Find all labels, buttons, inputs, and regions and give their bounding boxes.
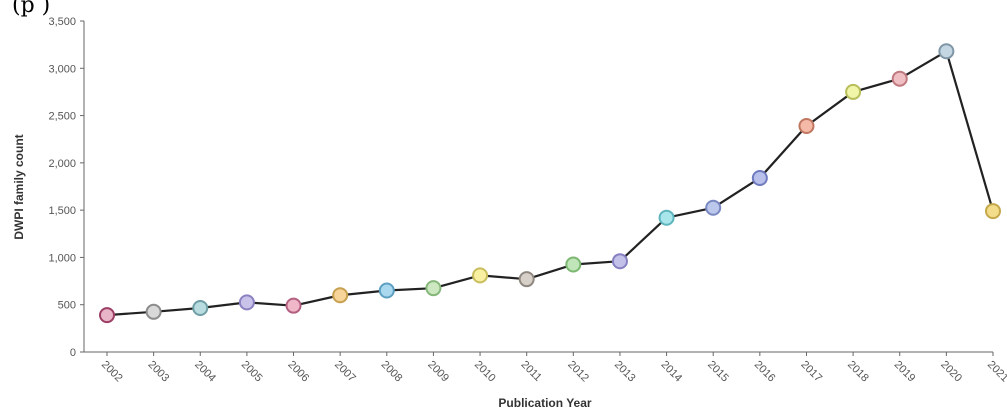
x-tick-label: 2008 [379, 359, 405, 385]
x-tick-label: 2002 [99, 359, 125, 385]
x-tick-label: 2021 [985, 359, 1007, 385]
y-axis: 0 500 1,000 1,500 2,000 2,500 3,000 3,500 [48, 16, 85, 359]
y-tick-label: 500 [58, 300, 76, 312]
x-tick-label: 2007 [332, 359, 358, 385]
data-point[interactable] [658, 209, 675, 226]
y-tick-label: 0 [70, 347, 76, 359]
page-header-fragment: (p ) [12, 0, 50, 18]
data-point[interactable] [378, 282, 395, 299]
x-tick-label: 2015 [705, 359, 731, 385]
x-tick-label: 2009 [425, 359, 451, 385]
x-tick-label: 2013 [612, 359, 638, 385]
x-axis: 2002 2003 2004 2005 2006 2007 2008 2009 2010 2011… [84, 351, 1007, 385]
y-tick-label: 1,000 [48, 252, 76, 264]
y-tick-label: 3,500 [48, 16, 76, 28]
data-point[interactable] [332, 287, 349, 304]
data-point[interactable] [145, 303, 162, 320]
data-point[interactable] [518, 271, 535, 288]
data-point[interactable] [705, 199, 722, 216]
data-points [99, 43, 1001, 324]
data-point[interactable] [472, 267, 489, 284]
y-tick-label: 3,000 [48, 63, 76, 75]
data-point[interactable] [938, 43, 955, 60]
x-axis-title: Publication Year [498, 396, 591, 409]
data-point[interactable] [798, 117, 815, 134]
x-tick-label: 2016 [752, 359, 778, 385]
data-point[interactable] [845, 83, 862, 100]
data-point[interactable] [985, 203, 1001, 220]
x-tick-label: 2006 [285, 359, 311, 385]
x-tick-label: 2011 [519, 359, 544, 384]
y-tick-label: 1,500 [48, 205, 76, 217]
x-tick-label: 2003 [146, 359, 172, 385]
x-tick-label: 2019 [892, 359, 918, 385]
data-point[interactable] [192, 300, 209, 317]
data-point[interactable] [285, 297, 302, 314]
data-point[interactable] [425, 280, 442, 297]
data-point[interactable] [238, 294, 255, 311]
data-point[interactable] [99, 307, 115, 324]
x-tick-label: 2010 [472, 359, 498, 385]
data-point[interactable] [611, 253, 628, 270]
y-tick-label: 2,000 [48, 158, 76, 170]
data-point[interactable] [891, 70, 908, 87]
x-tick-label: 2005 [239, 359, 265, 385]
x-tick-label: 2017 [798, 359, 824, 385]
x-tick-label: 2018 [845, 359, 871, 385]
x-tick-label: 2012 [565, 359, 591, 385]
y-axis-title: DWPI family count [12, 134, 26, 239]
y-tick-label: 2,500 [48, 111, 76, 123]
data-point[interactable] [565, 256, 582, 273]
x-tick-label: 2004 [192, 359, 218, 385]
data-point[interactable] [751, 169, 768, 186]
x-tick-label: 2020 [938, 359, 964, 385]
x-tick-label: 2014 [658, 359, 684, 385]
